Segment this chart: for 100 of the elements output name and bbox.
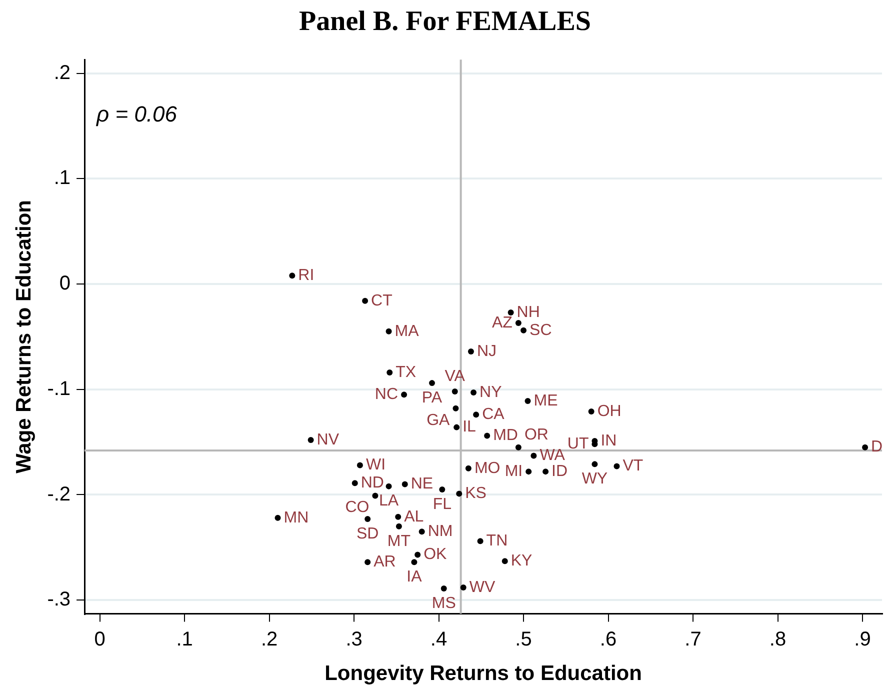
point (362, 298, 368, 304)
data-label: ND (360, 474, 384, 492)
data-label: MN (284, 509, 309, 526)
data-label: MD (493, 427, 518, 444)
data-label: VA (444, 368, 466, 385)
point (414, 552, 421, 558)
point (308, 436, 314, 443)
point (429, 380, 435, 386)
data-label: FL (432, 496, 452, 513)
point (515, 444, 522, 450)
data-label: CT (371, 292, 393, 310)
point (470, 390, 477, 396)
point (524, 398, 531, 404)
point (411, 559, 418, 566)
point (502, 558, 508, 564)
point (456, 490, 462, 497)
point (386, 483, 392, 490)
data-label: SC (530, 322, 552, 339)
point (862, 444, 868, 450)
data-label: WY (582, 470, 608, 488)
data-label: AL (404, 508, 424, 526)
data-label: NM (428, 523, 453, 540)
point (289, 272, 296, 279)
point (477, 538, 484, 544)
data-label: GA (426, 412, 450, 429)
data-label: MO (474, 460, 500, 477)
x-tick-label: 0 (94, 628, 106, 650)
y-tick-label: .1 (54, 167, 71, 190)
data-label: AR (374, 554, 396, 571)
data-label: OK (424, 546, 448, 564)
data-label: NC (374, 386, 398, 404)
point (386, 370, 393, 376)
chart-title: Panel B. For FEMALES (299, 6, 591, 38)
point (452, 405, 459, 412)
point (542, 468, 549, 475)
point (274, 514, 281, 521)
point (439, 486, 446, 492)
x-tick-label: .4 (430, 628, 448, 650)
point (364, 516, 371, 522)
data-label: LA (378, 492, 399, 510)
data-label: IA (406, 568, 422, 586)
x-axis-title: Longevity Returns to Education (324, 662, 642, 686)
data-label: WV (469, 578, 496, 596)
point (465, 465, 472, 472)
x-tick-label: .1 (176, 628, 193, 650)
data-label: MA (394, 322, 420, 340)
data-label: WA (540, 447, 566, 464)
data-label: RI (298, 266, 314, 284)
data-label: OR (524, 426, 548, 444)
annotation: ρ = 0.06 (96, 102, 178, 127)
point (508, 309, 514, 316)
x-tick-label: .6 (600, 628, 617, 650)
y-tick-label: -.1 (47, 378, 71, 400)
point (352, 480, 358, 486)
data-label: NV (316, 431, 340, 448)
data-label: IL (462, 418, 476, 436)
point (356, 462, 363, 468)
x-tick-label: .5 (515, 628, 532, 650)
data-label: SD (356, 525, 379, 542)
point (364, 559, 371, 566)
point (452, 388, 458, 394)
data-label: MT (387, 532, 411, 550)
point (520, 327, 527, 334)
data-label: CO (345, 499, 370, 516)
y-tick-label: .2 (54, 62, 71, 84)
point (515, 320, 522, 326)
data-label: ID (552, 462, 568, 480)
data-label: TX (396, 364, 416, 381)
point (418, 528, 425, 535)
point (402, 481, 408, 488)
y-tick-label: -.2 (47, 483, 71, 506)
x-tick-label: .3 (346, 628, 362, 650)
data-label: NJ (476, 342, 497, 360)
point (401, 392, 408, 398)
data-label: NY (480, 384, 502, 401)
x-tick-label: .9 (854, 628, 871, 650)
data-label: VT (622, 458, 644, 475)
data-label: IN (600, 432, 617, 450)
data-label: TN (486, 532, 508, 550)
data-label: AZ (492, 314, 513, 332)
data-label: KS (465, 485, 486, 502)
data-label: KY (510, 552, 533, 570)
y-axis-title: Wage Returns to Education (12, 200, 36, 474)
data-label: MI (504, 462, 523, 480)
point (396, 523, 402, 530)
point (386, 328, 392, 334)
point (372, 492, 378, 499)
data-label: PA (422, 389, 442, 406)
point (530, 452, 537, 459)
x-tick-label: .7 (684, 628, 702, 650)
data-label: WI (366, 456, 386, 474)
point (473, 412, 480, 418)
point (526, 468, 532, 475)
data-label: ME (534, 392, 558, 410)
point (395, 514, 402, 520)
x-tick-label: .2 (260, 628, 278, 650)
x-tick-label: .8 (769, 628, 786, 650)
point (592, 461, 598, 468)
point (460, 584, 466, 590)
data-label: NE (410, 476, 434, 493)
